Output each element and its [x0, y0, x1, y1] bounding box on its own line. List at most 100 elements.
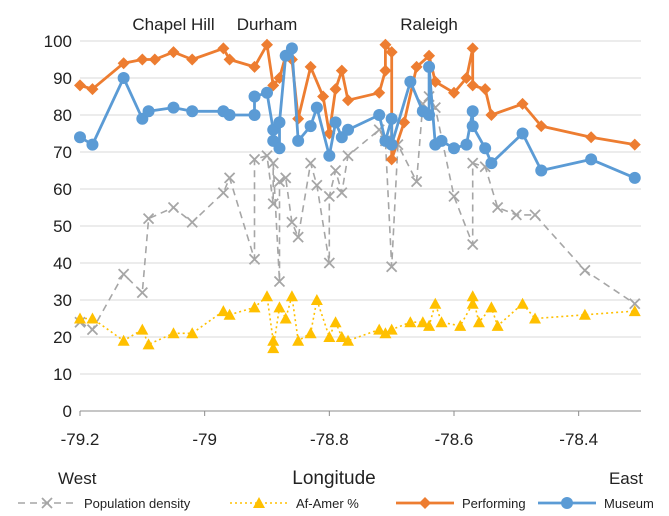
data-point-performing — [117, 57, 130, 70]
city-labels: Chapel Hill Durham Raleigh — [132, 15, 457, 34]
data-point-af-amer — [472, 316, 485, 328]
data-point-af-amer — [279, 312, 292, 324]
data-point-af-amer — [267, 334, 280, 346]
data-point-af-amer — [491, 319, 504, 331]
data-point-population-density — [467, 157, 479, 169]
data-point-museum — [323, 149, 336, 162]
data-point-population-density — [292, 231, 304, 243]
data-point-population-density — [304, 157, 317, 169]
data-point-performing — [186, 53, 199, 66]
data-point-museum — [86, 138, 99, 151]
data-point-af-amer — [117, 334, 130, 346]
data-point-af-amer — [416, 316, 429, 328]
x-axis-title: Longitude — [292, 468, 375, 489]
legend-item-performing: Performing — [396, 496, 526, 511]
data-point-museum — [117, 72, 130, 84]
data-point-af-amer — [335, 331, 348, 342]
series-line-population-density — [79, 95, 636, 331]
data-point-museum — [404, 75, 417, 88]
data-point-af-amer — [285, 290, 298, 302]
data-point-population-density — [467, 238, 479, 251]
data-point-performing — [448, 86, 460, 99]
data-point-af-amer — [435, 316, 448, 328]
series-line-af-amer — [80, 295, 635, 349]
data-point-population-density — [529, 209, 541, 221]
data-point-population-density — [136, 286, 148, 299]
x-tick-label: -79.2 — [61, 430, 100, 449]
data-point-performing — [342, 94, 355, 107]
data-point-af-amer — [373, 323, 386, 335]
data-point-performing — [136, 53, 149, 66]
y-tick-label: 0 — [63, 402, 72, 421]
data-point-performing — [74, 79, 86, 92]
data-point-af-amer — [310, 294, 323, 305]
data-point-population-density — [448, 190, 460, 203]
data-point-af-amer — [142, 338, 155, 350]
data-point-performing — [248, 60, 261, 73]
y-tick-label: 80 — [53, 106, 72, 125]
data-point-performing — [379, 64, 392, 77]
data-point-performing — [304, 60, 317, 73]
data-point-af-amer — [167, 327, 180, 339]
data-point-performing — [585, 131, 598, 144]
data-point-museum — [248, 90, 261, 103]
series-line-performing — [79, 43, 636, 161]
data-point-af-amer — [529, 312, 542, 324]
data-point-performing — [410, 60, 423, 73]
legend-label: Performing — [462, 496, 526, 511]
data-point-museum — [485, 157, 498, 170]
data-point-performing — [423, 49, 436, 62]
data-point-population-density — [329, 164, 342, 177]
data-point-performing — [466, 79, 479, 92]
data-point-museum — [167, 101, 180, 114]
data-point-population-density — [273, 175, 286, 188]
data-point-af-amer — [329, 316, 342, 328]
data-point-population-density — [286, 216, 298, 228]
data-point-af-amer — [323, 331, 336, 342]
data-point-af-amer — [273, 301, 286, 313]
x-tick-label: -78.6 — [435, 430, 474, 449]
data-point-af-amer — [578, 308, 591, 320]
data-point-af-amer — [86, 312, 99, 324]
legend: Population density Af-Amer % Performing Mus… — [18, 496, 654, 511]
data-point-museum — [261, 86, 273, 99]
data-point-population-density — [629, 298, 641, 310]
data-point-af-amer — [404, 316, 417, 328]
series-af-amer — [74, 290, 641, 354]
data-point-af-amer — [423, 319, 436, 331]
data-point-museum — [479, 142, 492, 155]
y-tick-label: 90 — [53, 69, 72, 88]
data-point-af-amer — [223, 308, 236, 320]
data-point-performing — [335, 64, 348, 77]
data-point-performing — [466, 42, 479, 55]
data-point-performing — [479, 83, 492, 96]
data-point-museum — [273, 116, 286, 129]
legend-swatch-marker — [419, 497, 431, 509]
legend-swatch-marker — [253, 497, 265, 508]
data-point-af-amer — [628, 305, 641, 317]
data-point-af-amer — [466, 290, 479, 302]
data-point-museum — [142, 105, 155, 118]
series-line-museum — [79, 47, 636, 180]
data-point-af-amer — [485, 301, 498, 313]
y-tick-label: 10 — [53, 365, 72, 384]
city-label-raleigh: Raleigh — [400, 15, 458, 34]
y-tick-label: 50 — [53, 217, 72, 236]
data-point-performing — [628, 138, 641, 151]
data-point-population-density — [323, 257, 335, 269]
data-point-performing — [148, 53, 161, 66]
data-point-population-density — [142, 212, 155, 225]
data-point-performing — [373, 86, 386, 99]
data-point-museum — [423, 109, 436, 121]
x-tick-label: -78.4 — [559, 430, 598, 449]
data-point-population-density — [267, 157, 279, 169]
west-label: West — [58, 469, 97, 488]
east-label: East — [609, 469, 643, 488]
data-point-population-density — [267, 198, 279, 210]
data-point-museum — [385, 138, 398, 151]
data-point-museum — [273, 142, 286, 155]
x-axis-ticks: -79.2 -79 -78.8 -78.6 -78.4 — [61, 411, 598, 449]
data-point-population-density — [86, 323, 99, 336]
y-tick-label: 30 — [53, 291, 72, 310]
data-point-museum — [248, 109, 261, 121]
